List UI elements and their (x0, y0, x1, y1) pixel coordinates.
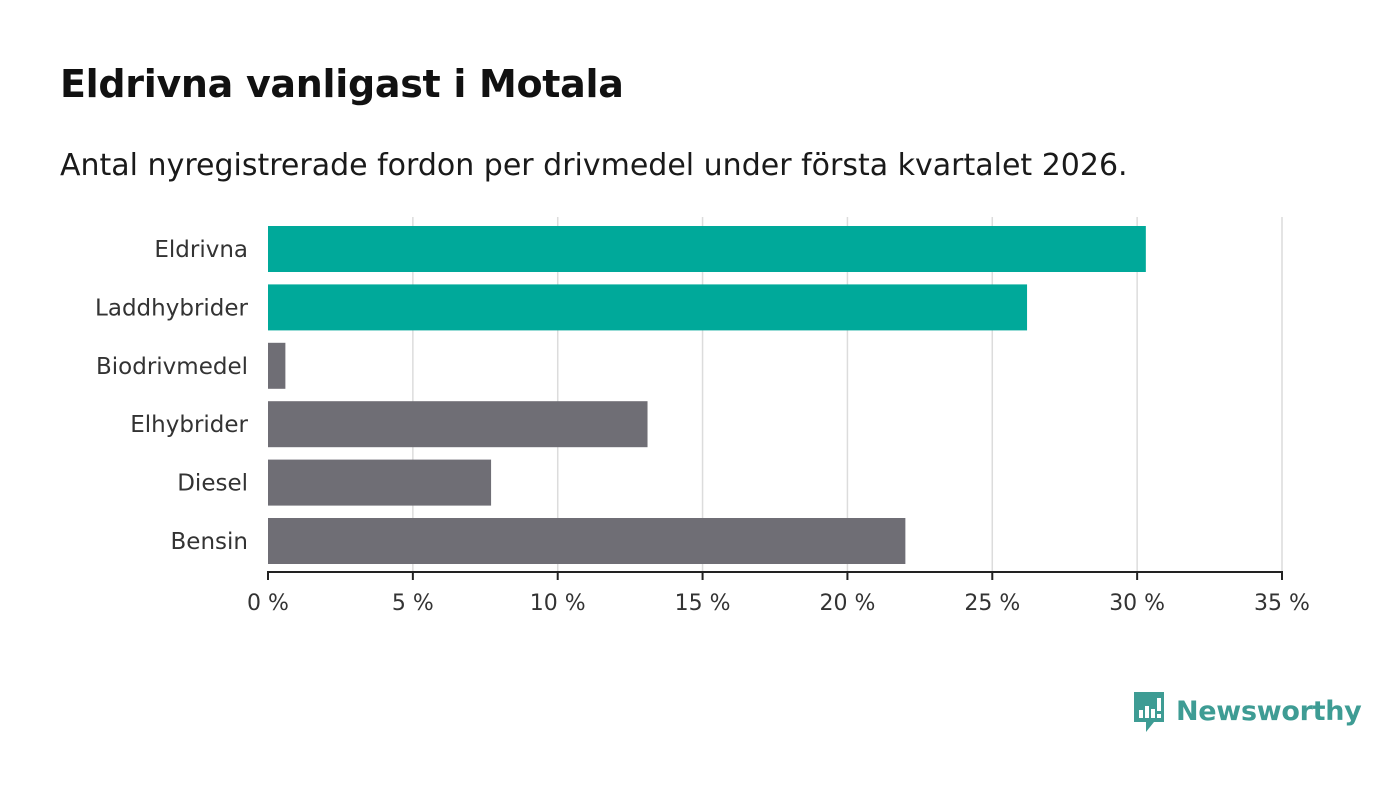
category-label: Elhybrider (130, 412, 248, 438)
bar (268, 459, 492, 506)
tick-label: 30 % (1109, 591, 1165, 616)
tick-label: 5 % (392, 591, 434, 616)
brand-logo: Newsworthy (1132, 690, 1362, 734)
tick-label: 0 % (247, 591, 289, 616)
bar (268, 342, 286, 389)
bar (268, 226, 1146, 272)
category-label: Bensin (171, 529, 248, 555)
category-label: Diesel (177, 471, 248, 497)
tick-label: 25 % (964, 591, 1020, 616)
chart-subtitle: Antal nyregistrerade fordon per drivmede… (60, 148, 1128, 183)
brand-name: Newsworthy (1176, 696, 1362, 727)
tick-label: 35 % (1254, 591, 1310, 616)
tick-label: 20 % (819, 591, 875, 616)
bar (268, 401, 648, 448)
newsworthy-logo-icon (1134, 692, 1164, 732)
bar (268, 284, 1028, 331)
category-label: Biodrivmedel (96, 354, 248, 380)
tick-label: 15 % (675, 591, 731, 616)
tick-label: 10 % (530, 591, 586, 616)
bar (268, 518, 906, 564)
category-label: Laddhybrider (95, 295, 248, 321)
chart-title: Eldrivna vanligast i Motala (60, 62, 624, 106)
category-label: Eldrivna (154, 237, 248, 263)
